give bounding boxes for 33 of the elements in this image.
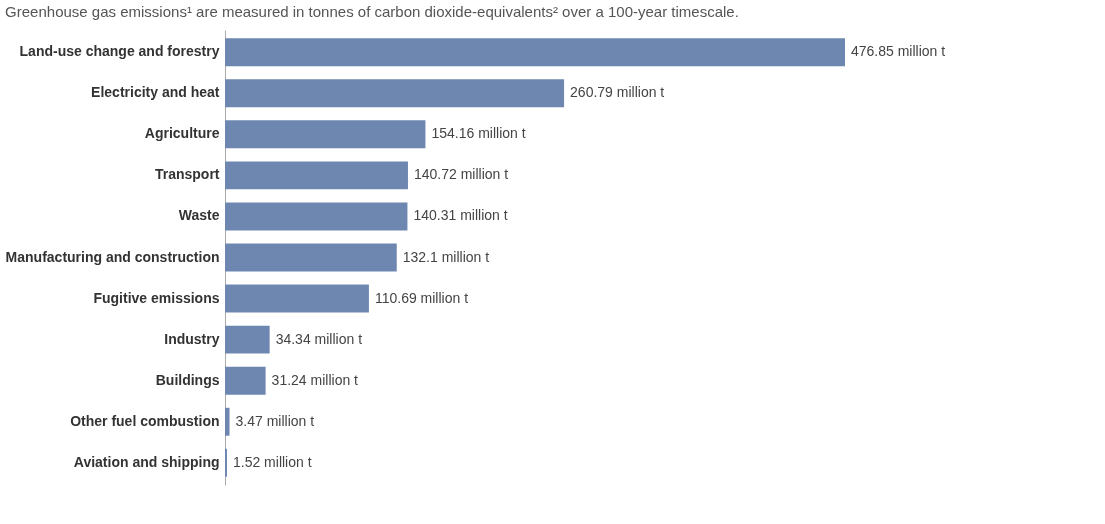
data-label: 140.72 million t: [413, 166, 509, 183]
data-label: 110.69 million t: [374, 289, 469, 306]
y-tick-label: Land-use change and forestry: [19, 43, 220, 60]
y-tick-label: Transport: [154, 166, 220, 183]
chart-title: Greenhouse gas emissions¹ are measured in tonnes of carbon dioxide-equivalents² over a 100-year timescale.: [5, 3, 739, 20]
bar: [225, 202, 408, 231]
y-tick-label: Industry: [164, 330, 220, 347]
bar: [225, 284, 369, 313]
data-label: 260.79 million t: [570, 84, 665, 101]
data-label: 140.31 million t: [413, 207, 508, 224]
data-label: 31.24 million t: [271, 371, 359, 388]
y-tick-label: Electricity and heat: [91, 84, 220, 101]
data-label: 154.16 million t: [431, 125, 526, 142]
y-tick-label: Other fuel combustion: [70, 412, 220, 429]
data-label: 1.52 million t: [232, 453, 312, 470]
bar: [225, 161, 408, 190]
y-tick-label: Fugitive emissions: [93, 289, 220, 306]
bar: [225, 79, 565, 108]
data-label: 34.34 million t: [275, 330, 363, 347]
bar: [225, 325, 270, 354]
bar: [225, 120, 426, 149]
y-tick-label: Waste: [178, 207, 220, 224]
bar: [225, 407, 230, 436]
y-tick-label: Manufacturing and construction: [5, 248, 220, 265]
data-label: 132.1 million t: [402, 248, 490, 265]
bar: [225, 38, 845, 67]
y-tick-label: Aviation and shipping: [73, 453, 220, 470]
y-tick-label: Agriculture: [144, 125, 220, 142]
data-label: 3.47 million t: [235, 412, 315, 429]
bar: [225, 366, 266, 395]
bar: [225, 243, 397, 272]
y-tick-label: Buildings: [155, 371, 220, 388]
data-label: 476.85 million t: [851, 43, 946, 60]
